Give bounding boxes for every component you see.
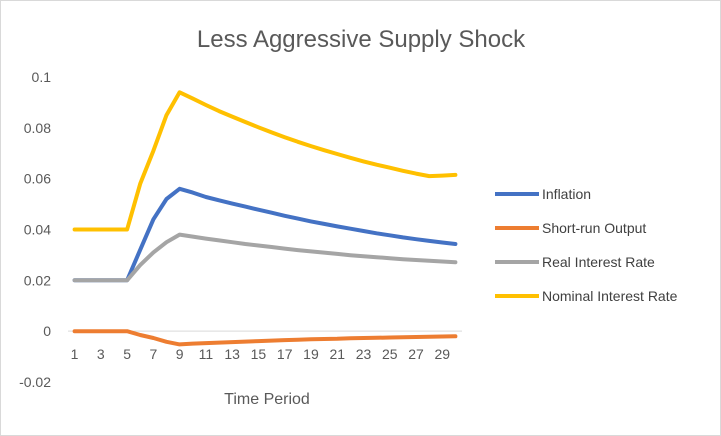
legend-label-short-run-output: Short-run Output [542, 220, 646, 236]
x-tick-label: 11 [199, 346, 214, 362]
x-tick-label: 29 [435, 346, 451, 362]
x-tick-label: 21 [329, 346, 345, 362]
y-tick-label: -0.02 [19, 374, 51, 390]
x-axis-ticks: 1 3 5 7 9 11 13 15 17 19 21 23 25 27 29 [71, 346, 451, 362]
series-line-nominal-interest-rate [72, 90, 458, 232]
legend: Inflation Short-run Output Real Interest R… [495, 186, 678, 304]
y-tick-label: 0.06 [24, 171, 51, 187]
plot-lines [72, 90, 458, 347]
legend-label-real-interest-rate: Real Interest Rate [542, 254, 655, 270]
x-tick-label: 17 [277, 346, 293, 362]
y-tick-label: 0.08 [24, 120, 51, 136]
chart-title: Less Aggressive Supply Shock [197, 26, 526, 53]
x-tick-label: 15 [251, 346, 267, 362]
legend-label-nominal-interest-rate: Nominal Interest Rate [542, 288, 678, 304]
x-tick-label: 3 [97, 346, 105, 362]
x-tick-label: 23 [356, 346, 372, 362]
x-tick-label: 25 [382, 346, 398, 362]
series-line-short-run-output [72, 329, 458, 347]
x-axis-title: Time Period [224, 391, 310, 408]
x-tick-label: 1 [71, 346, 79, 362]
y-axis-ticks: -0.02 0 0.02 0.04 0.06 0.08 0.1 [19, 69, 51, 390]
series-line-inflation [72, 186, 458, 283]
legend-label-inflation: Inflation [542, 186, 591, 202]
x-tick-label: 5 [123, 346, 131, 362]
series-line-real-interest-rate [72, 232, 458, 283]
y-tick-label: 0.1 [32, 69, 52, 85]
y-tick-label: 0.04 [24, 222, 51, 238]
y-tick-label: 0.02 [24, 272, 51, 288]
x-tick-label: 13 [224, 346, 240, 362]
y-tick-label: 0 [43, 323, 51, 339]
x-tick-label: 9 [176, 346, 184, 362]
x-tick-label: 19 [303, 346, 319, 362]
x-tick-label: 7 [149, 346, 157, 362]
x-tick-label: 27 [408, 346, 424, 362]
